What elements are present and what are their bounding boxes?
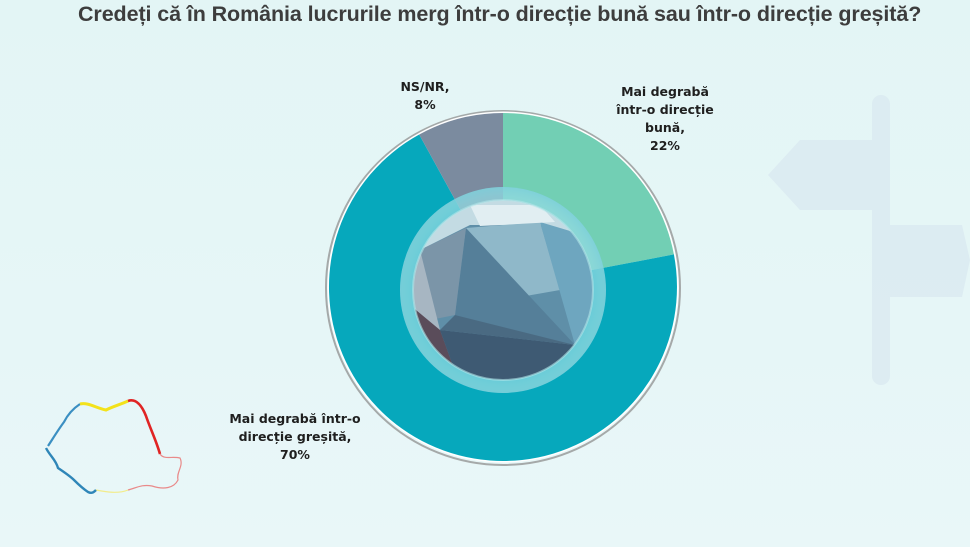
signpost-icon [768,95,970,385]
label-gresita-value: 70% [280,447,310,462]
label-nsnr: NS/NR, 8% [385,78,465,114]
label-buna-line1: Mai degrabă [621,84,709,99]
label-nsnr-value: 8% [414,97,436,112]
label-gresita: Mai degrabă într-o direcție greșită, 70% [205,410,385,464]
label-buna-line3: bună, [645,120,685,135]
label-gresita-line1: Mai degrabă într-o [229,411,361,426]
label-buna-value: 22% [650,138,680,153]
romania-map-icon [44,399,182,495]
label-nsnr-name: NS/NR, [400,79,450,94]
label-buna-line2: într-o direcție [616,102,714,117]
slide-title: Credeți că în România lucrurile merg înt… [78,2,922,26]
label-gresita-line2: direcție greșită, [238,429,352,444]
label-buna: Mai degrabă într-o direcție bună, 22% [600,83,730,155]
center-decoration [400,187,606,393]
